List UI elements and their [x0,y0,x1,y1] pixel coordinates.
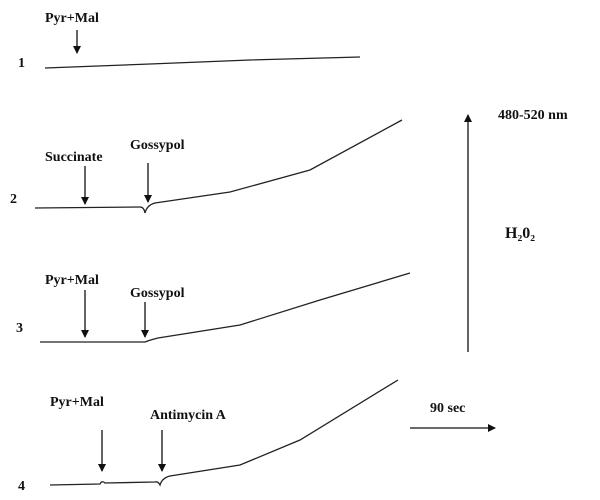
trace [44,56,361,69]
trace-label: 4 [18,479,25,494]
annotation: Succinate [45,150,103,165]
annotation: Pyr+Mal [45,11,99,26]
trace-label: 2 [10,192,17,207]
species-label: H₂0₂ [505,225,535,242]
time-label: 90 sec [430,401,465,416]
trace [40,272,411,343]
annotation: Antimycin A [150,408,227,423]
annotation: Gossypol [130,138,185,153]
annotation: Pyr+Mal [50,395,104,410]
trace-label: 3 [16,321,23,336]
annotation: Gossypol [130,286,185,301]
trace-label: 1 [18,56,25,71]
trace [34,119,403,214]
trace [49,379,399,487]
wavelength-label: 480-520 nm [498,108,568,123]
annotation: Pyr+Mal [45,273,99,288]
